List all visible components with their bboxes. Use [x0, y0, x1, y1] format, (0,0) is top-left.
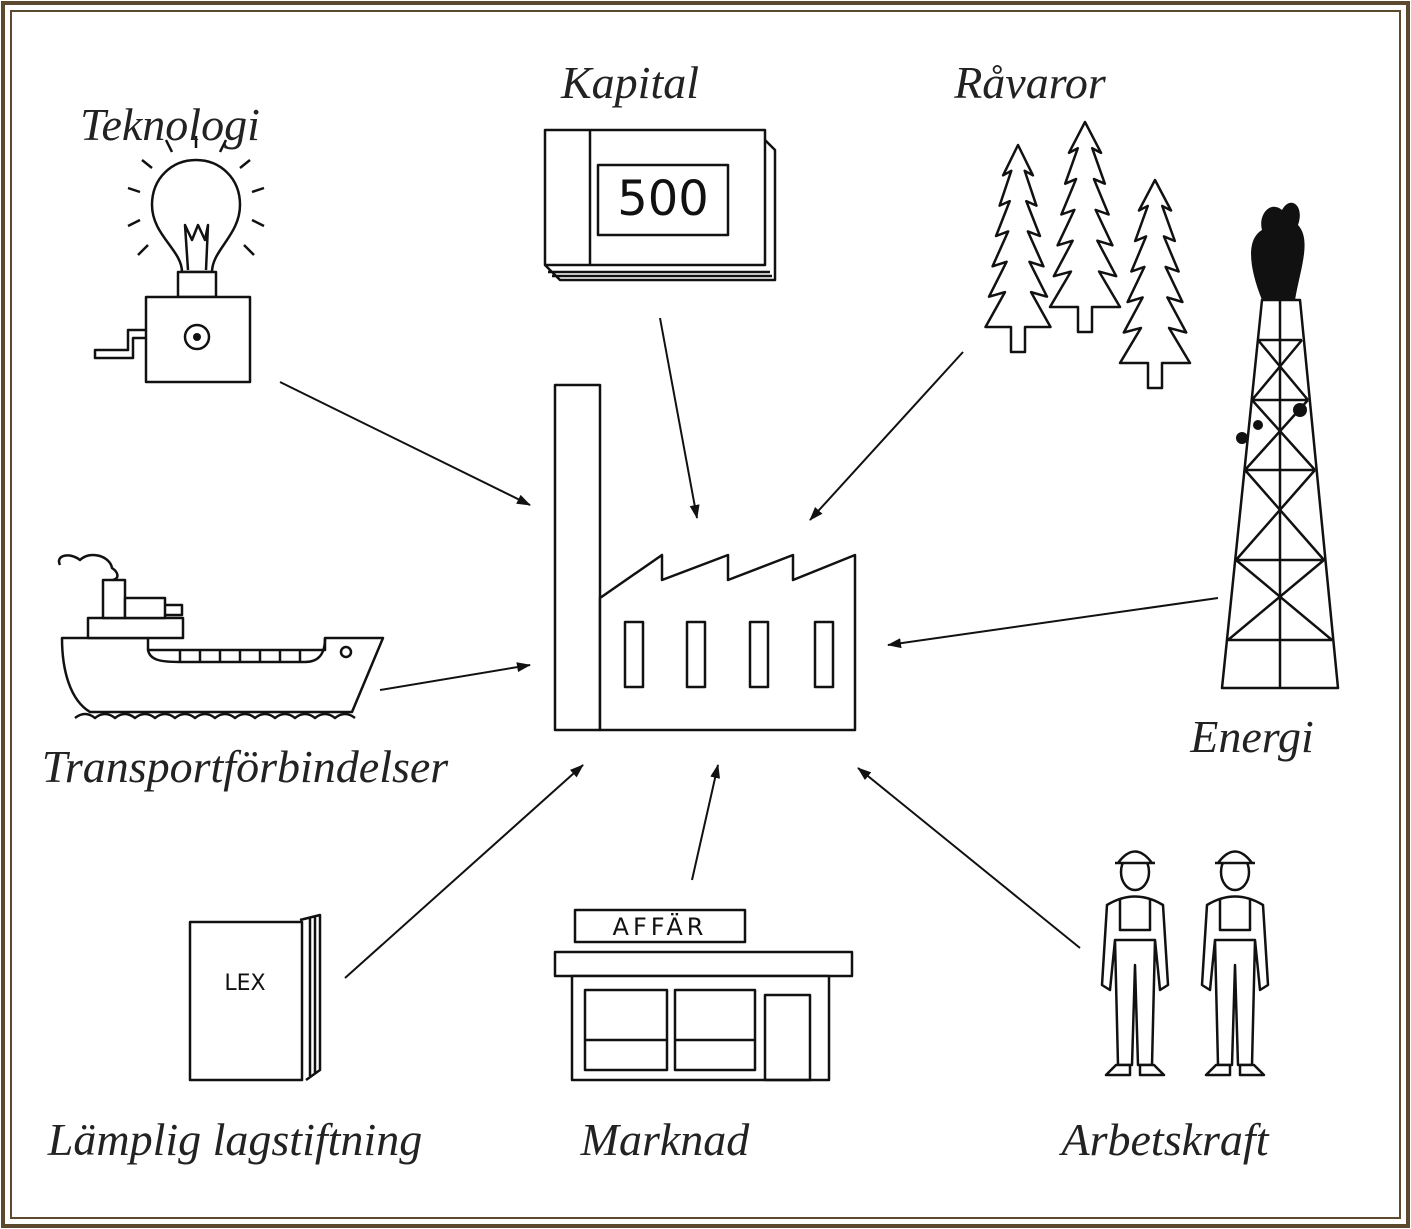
icon-text: LEX: [224, 971, 265, 996]
node-label: Råvaror: [953, 57, 1107, 108]
book-icon: LEX: [190, 915, 320, 1080]
icon-text: 500: [617, 171, 709, 227]
ship-icon: [59, 555, 383, 718]
factory: [555, 385, 855, 730]
trees-icon: [986, 122, 1191, 388]
lightbulb-icon: [95, 136, 264, 382]
shape: [1215, 852, 1255, 864]
banknote-icon: 500: [545, 130, 775, 280]
shape: [1102, 897, 1168, 1066]
tree: [986, 145, 1051, 352]
shape: [1202, 897, 1268, 1066]
tree: [1120, 180, 1190, 388]
node-label: Transportförbindelser: [42, 741, 450, 792]
node-label: Marknad: [580, 1114, 751, 1165]
shop-icon: AFFÄR: [555, 910, 852, 1080]
diagram: 500 LEX AFFÄR Teknologi Kapital Råvaror …: [0, 0, 1411, 1229]
node-label: Kapital: [560, 57, 699, 108]
workers-icon: [1102, 852, 1268, 1076]
shape: [1106, 1065, 1164, 1075]
icon-text: AFFÄR: [613, 912, 708, 941]
oil-derrick-icon: [1222, 203, 1338, 688]
tree: [1050, 122, 1120, 332]
node-label: Energi: [1189, 711, 1314, 762]
worker: [1202, 852, 1268, 1076]
node-label: Teknologi: [80, 99, 260, 150]
worker: [1102, 852, 1168, 1076]
shape: [1206, 1065, 1264, 1075]
node-label: Arbetskraft: [1059, 1114, 1270, 1165]
node-label: Lämplig lagstiftning: [47, 1114, 422, 1165]
shape: [1115, 852, 1155, 864]
